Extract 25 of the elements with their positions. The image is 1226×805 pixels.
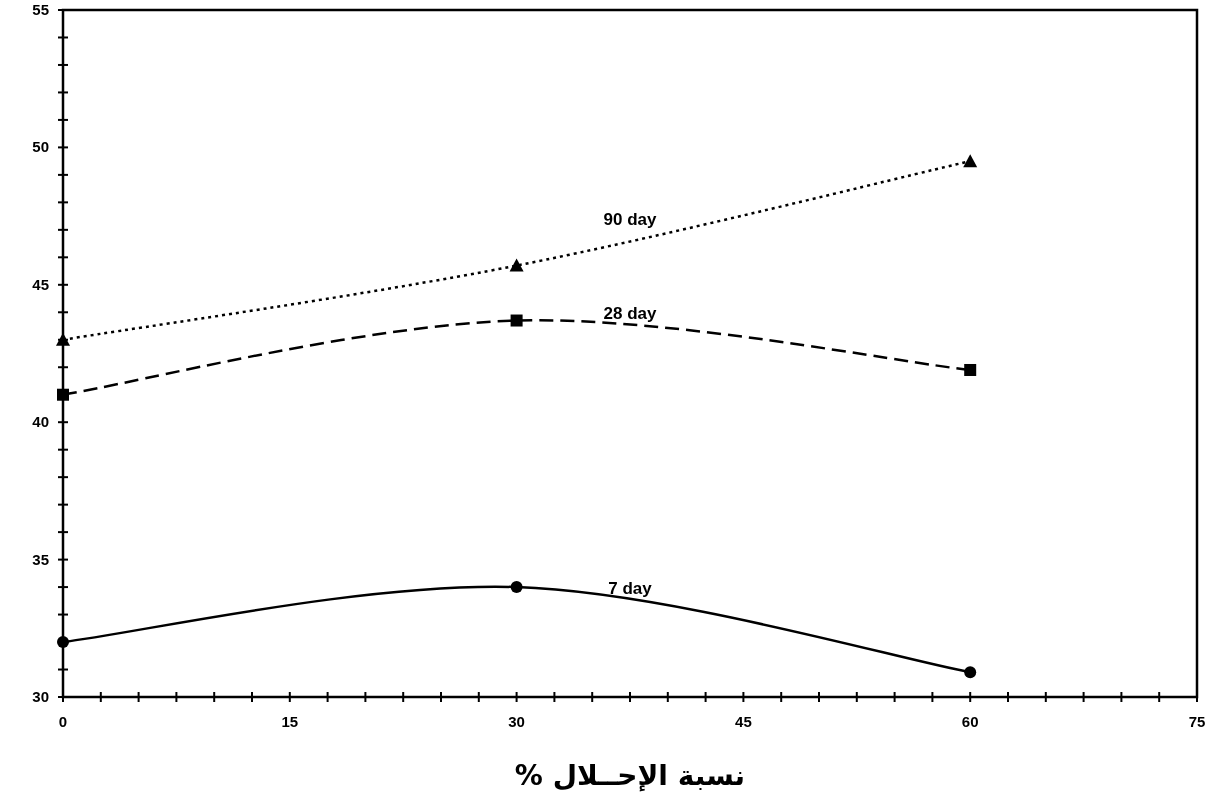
- y-tick-label: 30: [32, 688, 49, 705]
- point: [964, 363, 977, 376]
- x-axis-title: نسبة الإحــلال %: [514, 759, 746, 792]
- x-tick-label: 30: [508, 713, 525, 730]
- point: [509, 258, 524, 272]
- point: [510, 581, 523, 594]
- y-tick-label: 50: [32, 138, 49, 156]
- x-tick-label: 0: [58, 713, 68, 730]
- point: [510, 314, 523, 327]
- x-tick-label: 75: [1188, 713, 1206, 730]
- point: [963, 154, 978, 168]
- x-tick-label: 15: [281, 713, 299, 730]
- series-label: 28 day: [603, 303, 657, 323]
- point: [57, 636, 69, 649]
- point: [964, 666, 977, 679]
- series-label: 7 day: [608, 579, 653, 599]
- point: [56, 332, 70, 346]
- y-tick-label: 35: [32, 550, 49, 568]
- x-tick-label: 45: [735, 713, 752, 730]
- y-tick-label: 55: [32, 1, 49, 18]
- point: [57, 388, 69, 401]
- x-tick-label: 60: [961, 713, 979, 730]
- y-tick-label: 40: [32, 413, 49, 431]
- y-tick-label: 45: [32, 275, 49, 293]
- series-label: 90 day: [603, 210, 657, 230]
